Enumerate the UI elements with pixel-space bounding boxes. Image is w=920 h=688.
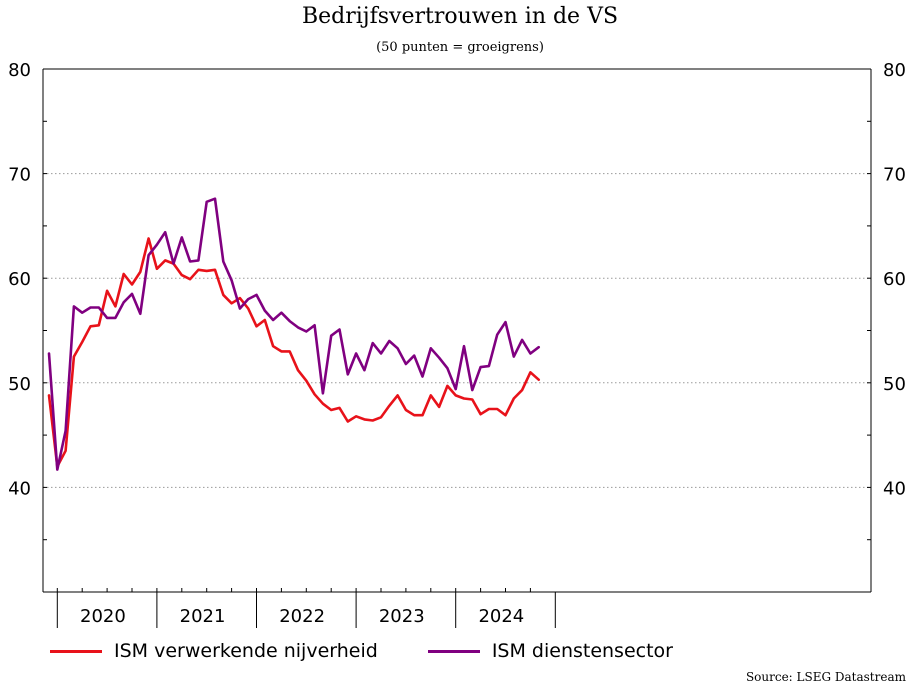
chart-title: Bedrijfsvertrouwen in de VS [301,4,619,29]
y-tick-label-left-70: 70 [8,165,31,186]
legend-item-manufacturing: ISM verwerkende nijverheid [50,640,378,662]
y-tick-label-right-60: 60 [883,269,906,290]
legend-swatch-manufacturing [50,649,102,653]
y-tick-label-right-70: 70 [883,165,906,186]
legend-label-services: ISM dienstensector [491,640,673,662]
y-tick-label-right-80: 80 [883,60,906,81]
x-year-label-2021: 2021 [180,606,226,627]
legend-label-manufacturing: ISM verwerkende nijverheid [114,640,378,662]
legend-swatch-services [427,649,480,653]
y-tick-label-left-40: 40 [8,478,31,499]
axes [42,68,872,628]
series-line-services [47,197,541,471]
gridlines [43,68,871,488]
tick-labels: 40 40 50 50 60 60 70 70 80 80 2020 2021 2022 2023 2024 [8,60,906,627]
y-tick-label-left-50: 50 [8,374,31,395]
series-line-manufacturing [47,237,541,468]
legend: ISM verwerkende nijverheid ISM dienstens… [50,640,723,662]
y-tick-label-right-50: 50 [883,374,906,395]
y-tick-label-left-80: 80 [8,60,31,81]
chart-subtitle: (50 punten = groeigrens) [376,40,544,55]
x-year-label-2020: 2020 [80,606,126,627]
source-note: Source: LSEG Datastream [745,670,906,684]
legend-item-services: ISM dienstensector [427,640,673,662]
x-year-label-2024: 2024 [478,606,524,627]
x-year-label-2023: 2023 [379,606,425,627]
y-tick-label-left-60: 60 [8,269,31,290]
y-tick-label-right-40: 40 [883,478,906,499]
x-year-label-2022: 2022 [279,606,325,627]
series-lines [47,197,541,471]
